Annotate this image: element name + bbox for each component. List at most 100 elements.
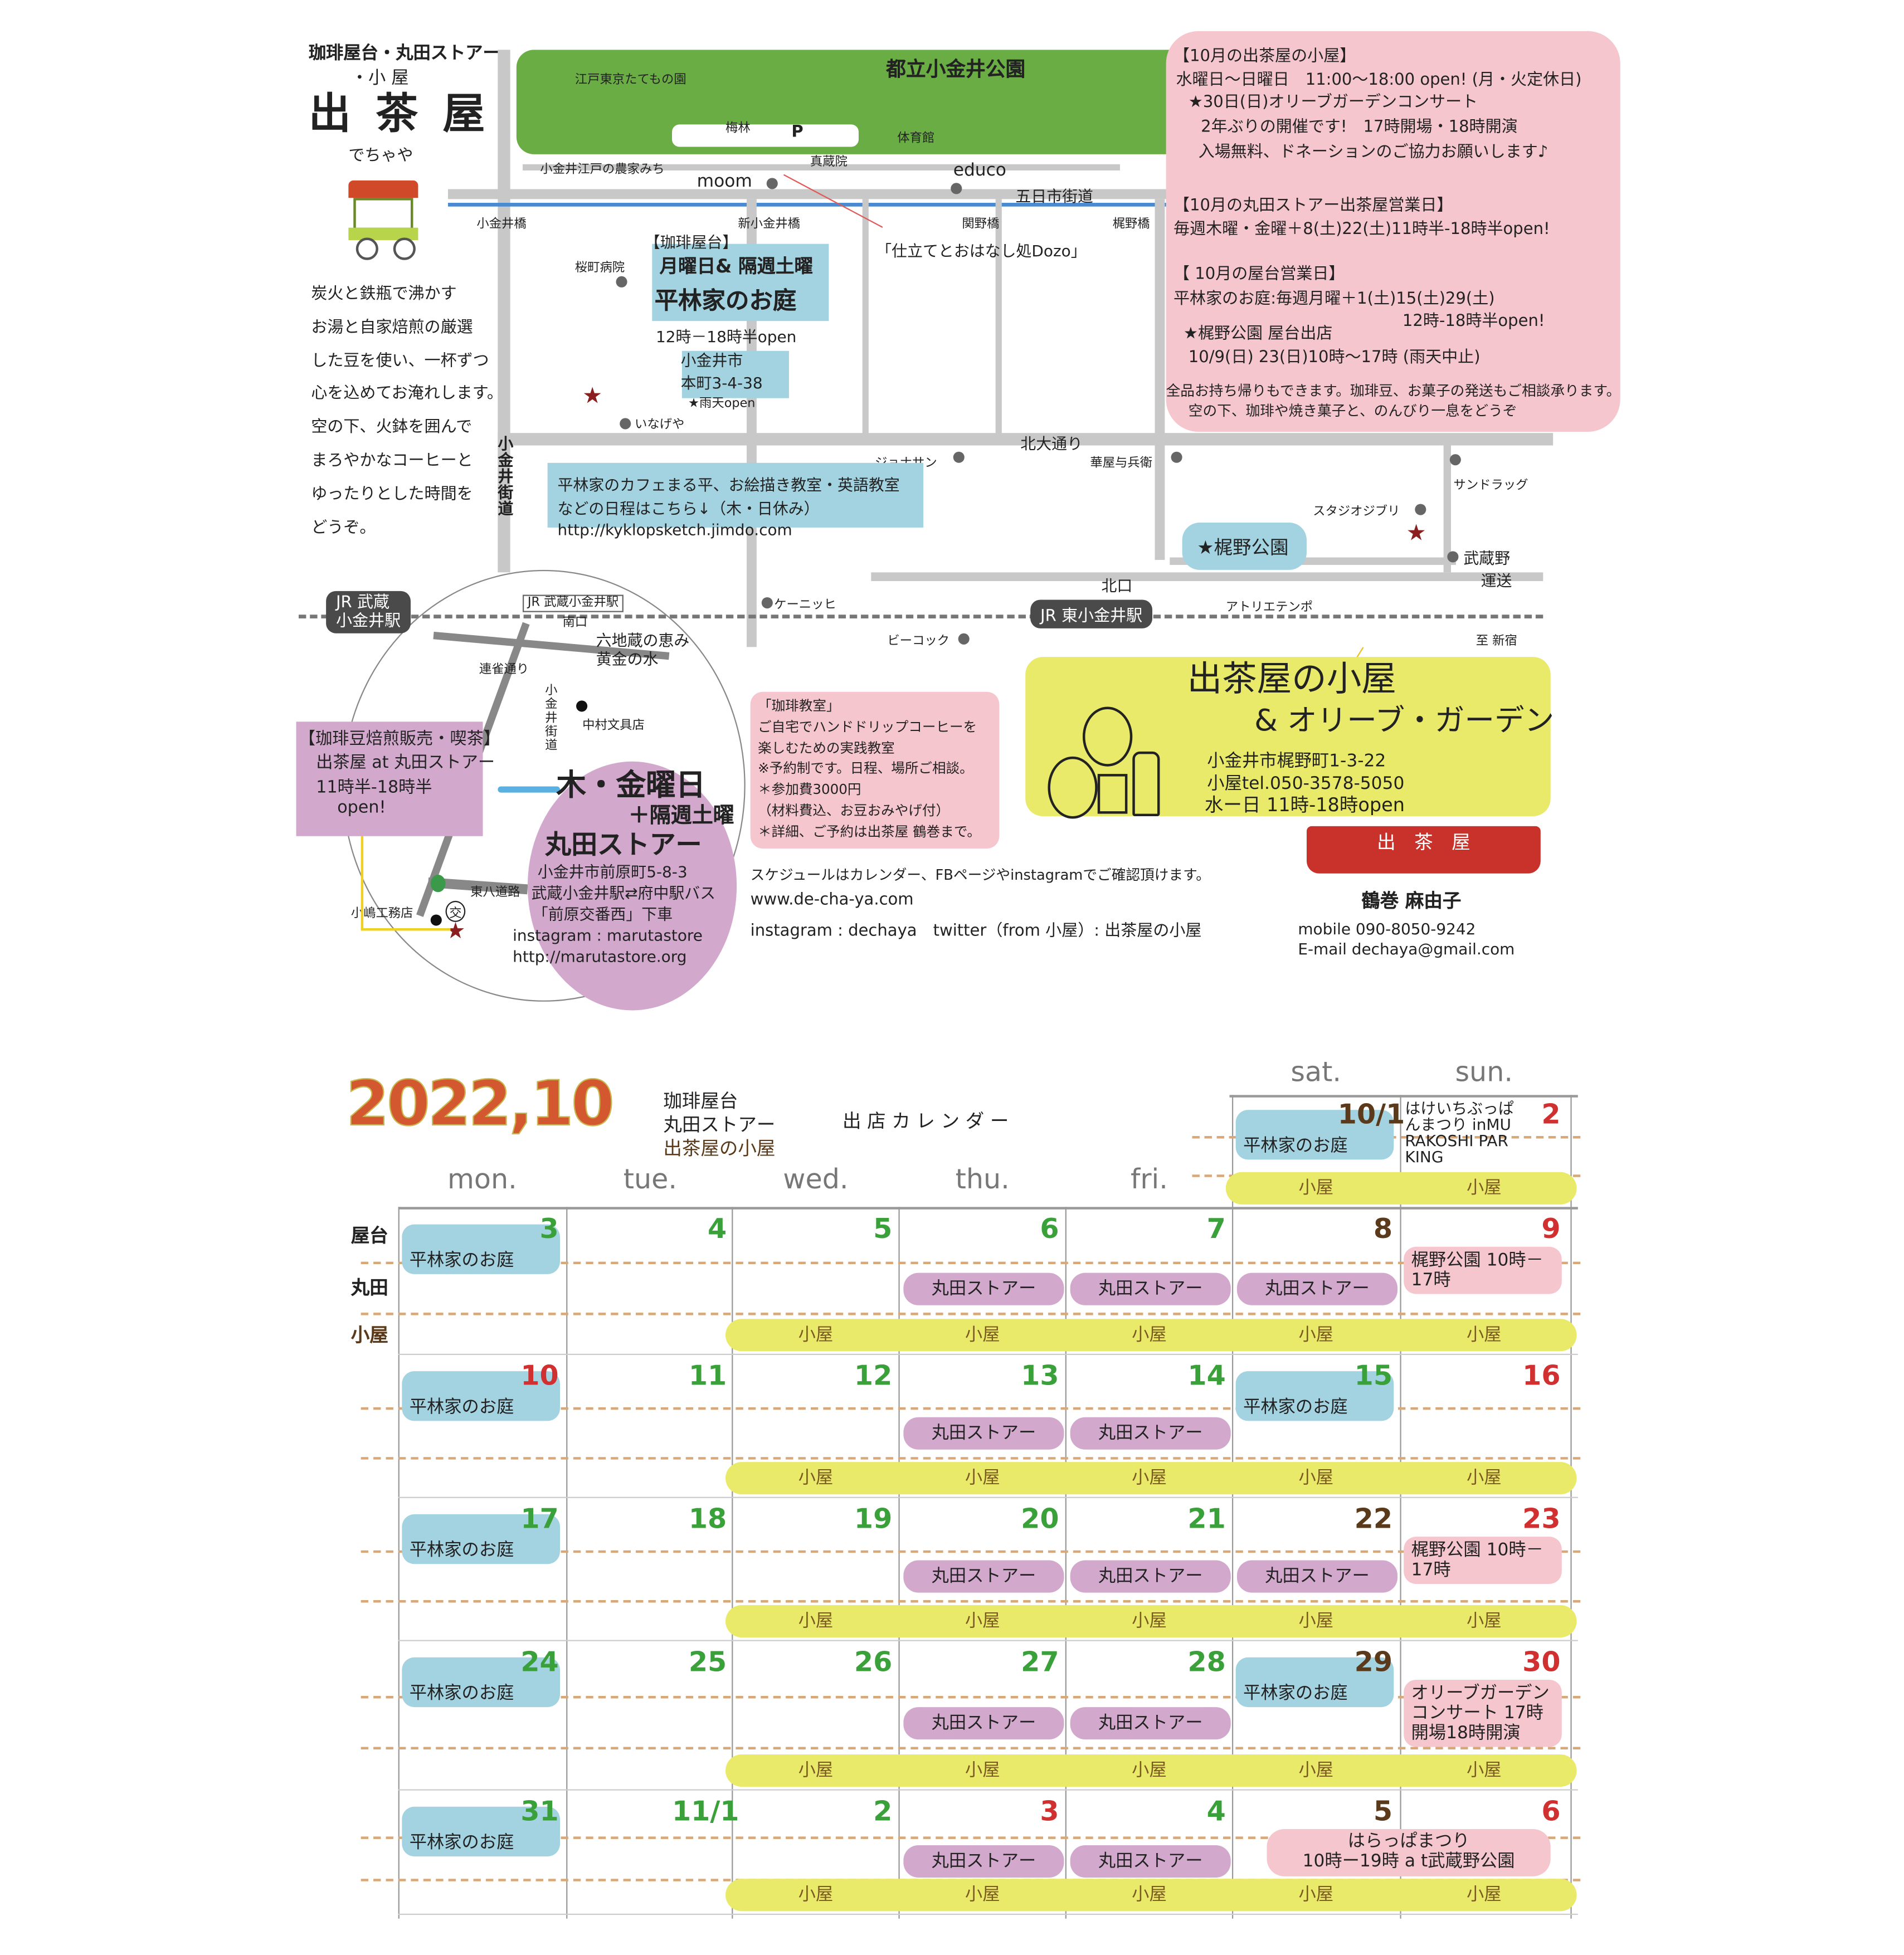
dotted-separator [361, 1836, 1581, 1839]
info-line: ★30日(日)オリーブガーデンコンサート [1188, 93, 1478, 112]
yatai-pill[interactable]: 平林家のお庭 [402, 1806, 560, 1857]
label-konig: ケーニッヒ [774, 598, 836, 612]
cafe-link[interactable]: http://kyklopsketch.jimdo.com [557, 520, 792, 539]
label-moom: moom [697, 172, 752, 192]
maruta-pill[interactable]: 丸田ストアー [903, 1561, 1064, 1593]
maruta-instagram[interactable]: instagram : marutastore [513, 925, 703, 945]
calendar-month: 2022,10 [345, 1067, 615, 1140]
intro-line: ゆったりとした時間を [311, 485, 473, 504]
awning-logo: 出 茶 屋 [1306, 826, 1541, 874]
info-line: 10/9(日) 23(日)10時～17時 (雨天中止) [1188, 348, 1481, 367]
label-south-exit: 南口 [562, 616, 588, 630]
maruta-card: 【珈琲豆焙煎販売・喫茶】 出茶屋 at 丸田ストアー 11時半-18時半 ope… [296, 721, 500, 836]
day-of-week-header: mon. [447, 1164, 517, 1196]
label-to-shinjuku: 至 新宿 [1476, 634, 1517, 649]
hirabayashi-hours: 12時－18時半open [655, 327, 797, 346]
day-number: 11/1 [671, 1796, 739, 1828]
brand-subtitle-2: ・小 屋 [350, 68, 409, 89]
intro-line: まろやかなコーヒーと [311, 451, 473, 471]
maruta-pill[interactable]: 丸田ストアー [1236, 1561, 1397, 1593]
label-sakuramachi-hospital: 桜町病院 [574, 261, 625, 275]
owner-email[interactable]: E-mail dechaya@gmail.com [1298, 939, 1515, 958]
day-of-week-header: sun. [1455, 1057, 1513, 1089]
legend-koya: 出茶屋の小屋 [663, 1137, 776, 1160]
maruta-pill[interactable]: 丸田ストアー [903, 1417, 1064, 1450]
maruta-pill[interactable]: 丸田ストアー [1070, 1417, 1231, 1450]
koya-label: 小屋 [1298, 1178, 1333, 1198]
intro-line: 空の下、火鉢を囲んで [311, 418, 473, 437]
event-pill[interactable]: はらっぱまつり 10時ー19時 a t武蔵野公園 [1267, 1829, 1551, 1876]
event-pill[interactable]: オリーブガーデン コンサート 17時開場18時開演 [1404, 1679, 1562, 1748]
maruta-bus: 武蔵小金井駅⇄府中駅バス [531, 883, 716, 903]
yatai-pill[interactable]: 平林家のお庭 [1235, 1110, 1394, 1160]
sns-info: instagram : dechaya twitter（from 小屋）: 出茶… [750, 922, 1202, 941]
owner-mobile: mobile 090-8050-9242 [1298, 919, 1476, 938]
maruta-days-2: ＋隔週土曜 [628, 803, 734, 829]
event-pill[interactable]: 梶野公園 10時－17時 [1404, 1537, 1562, 1585]
maruta-pill[interactable]: 丸田ストアー [1070, 1707, 1231, 1739]
label-rokujizo: 六地蔵の恵み [596, 631, 690, 650]
day-number: 6 [1040, 1214, 1059, 1246]
yatai-pill[interactable]: 平林家のお庭 [402, 1224, 560, 1274]
maruta-star-icon: ★ [445, 918, 466, 945]
label-north-exit: 北口 [1101, 576, 1133, 595]
convenience-store-icon [430, 875, 446, 893]
maruta-pill[interactable]: 丸田ストアー [903, 1707, 1064, 1739]
brand-reading: でちゃや [348, 147, 413, 166]
koya-label: 小屋 [1466, 1761, 1502, 1781]
maruta-pill[interactable]: 丸田ストアー [1070, 1561, 1231, 1593]
day-number: 22 [1354, 1504, 1393, 1535]
maruta-pill[interactable]: 丸田ストアー [1070, 1845, 1231, 1878]
maruta-pill[interactable]: 丸田ストアー [1236, 1273, 1397, 1305]
garden-subtitle: & オリーブ・ガーデン [1254, 703, 1555, 738]
grid-line [1231, 1095, 1234, 1919]
label-peacock: ビーコック [887, 634, 950, 649]
maruta-pill[interactable]: 丸田ストアー [1070, 1273, 1231, 1305]
day-number: 15 [1354, 1361, 1393, 1393]
info-line: 入場無料、ドネーションのご協力お願いします♪ [1198, 143, 1548, 162]
maruta-url[interactable]: http://marutastore.org [513, 947, 687, 966]
label-inageya: いなげや [634, 418, 685, 432]
grid-line [1229, 1095, 1578, 1098]
hirabayashi-days: 月曜日& 隔週土曜 [659, 255, 814, 278]
info-line: 12時-18時半open! [1402, 312, 1545, 331]
label-dozo: 「仕立てとおはなし処Dozo」 [876, 241, 1087, 260]
day-number: 19 [854, 1504, 893, 1535]
grid-line [898, 1207, 900, 1919]
maruta-pill[interactable]: 丸田ストアー [903, 1845, 1064, 1878]
yatai-pill[interactable]: 平林家のお庭 [1235, 1657, 1394, 1708]
yatai-pill[interactable]: 平林家のお庭 [402, 1514, 560, 1564]
day-number: 23 [1522, 1504, 1561, 1535]
event-pill[interactable]: 梶野公園 10時－17時 [1404, 1246, 1562, 1295]
koya-label: 小屋 [798, 1468, 834, 1489]
label-gym: 体育館 [897, 131, 935, 146]
cart-illustration [343, 180, 423, 260]
label-koganei-bridge: 小金井橋 [476, 217, 527, 232]
label-musashino-unso-2: 運送 [1481, 571, 1512, 590]
hirabayashi-heading: 【珈琲屋台】 [644, 232, 738, 252]
website-link[interactable]: www.de-cha-ya.com [750, 891, 914, 910]
maruta-card-line: 11時半-18時半 [316, 777, 432, 798]
koya-label: 小屋 [1132, 1611, 1167, 1631]
maruta-circle [527, 761, 737, 1011]
dotted-separator [361, 1747, 1581, 1750]
koya-label: 小屋 [965, 1468, 1000, 1489]
label-koganei-kaido: 小金井街道 [498, 434, 514, 518]
koya-label: 小屋 [798, 1761, 834, 1781]
day-number: 25 [688, 1647, 727, 1679]
dotted-separator [361, 1312, 1581, 1315]
yatai-pill[interactable]: 平林家のお庭 [402, 1657, 560, 1708]
maruta-pill[interactable]: 丸田ストアー [903, 1273, 1064, 1305]
info-line: 水曜日～日曜日 11:00～18:00 open! (月・火定休日) [1176, 71, 1582, 90]
grid-line [398, 1207, 400, 1919]
day-number: 8 [1373, 1214, 1393, 1246]
cafe-line: などの日程はこちら↓（木・日休み） [557, 499, 820, 518]
yatai-pill[interactable]: 平林家のお庭 [1235, 1371, 1394, 1421]
koya-star-icon: ★ [1406, 520, 1426, 547]
river-inset [498, 786, 560, 793]
label-koganei-park: 都立小金井公園 [886, 57, 1026, 81]
garden-hours: 水ー日 11時-18時open [1204, 793, 1405, 817]
label-educo: educo [953, 160, 1006, 181]
yatai-pill[interactable]: 平林家のお庭 [402, 1371, 560, 1421]
koya-label: 小屋 [1298, 1611, 1333, 1631]
